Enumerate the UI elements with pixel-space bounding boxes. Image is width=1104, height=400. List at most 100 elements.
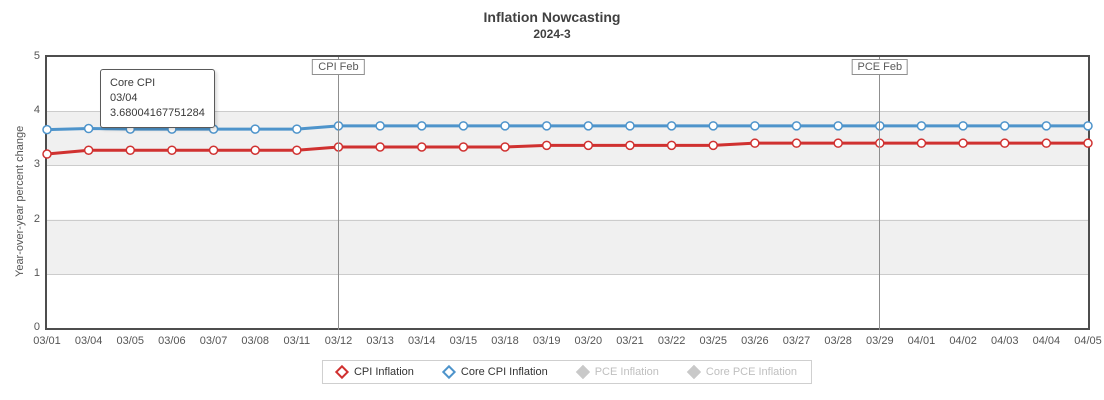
data-point-marker[interactable] [708, 121, 718, 131]
core-cpi-inflation-line[interactable] [46, 124, 1088, 132]
x-tick-label: 03/12 [324, 335, 353, 347]
grid-line [47, 111, 1088, 113]
event-line-pce-feb [879, 57, 881, 330]
data-point-marker[interactable] [750, 121, 760, 131]
y-tick-label: 5 [33, 50, 40, 62]
tooltip: Core CPI 03/04 3.68004167751284 [100, 69, 215, 128]
x-tick-label: 04/03 [990, 335, 1019, 347]
x-tick-label: 03/13 [366, 335, 394, 347]
y-tick-label: 3 [33, 158, 40, 171]
chart-subtitle: 2024-3 [533, 27, 571, 41]
grid-line [47, 273, 1088, 275]
x-tick-label: 03/22 [657, 335, 686, 347]
legend-item-label: CPI Inflation [353, 366, 414, 378]
data-point-marker[interactable] [666, 121, 677, 131]
data-point-marker[interactable] [83, 145, 94, 155]
data-point-marker[interactable] [417, 121, 427, 131]
x-tick-label: 04/04 [1032, 335, 1061, 347]
legend: CPI Inflation Core CPI Inflation PCE Infla… [321, 360, 813, 384]
x-tick-label: 03/29 [866, 335, 894, 347]
data-point-marker[interactable] [583, 121, 594, 131]
x-tick-label: 03/21 [616, 335, 644, 347]
cpi-inflation-line[interactable] [46, 141, 1088, 156]
grid-line [47, 219, 1088, 221]
data-point-marker[interactable] [1083, 138, 1093, 148]
data-point-marker[interactable] [125, 145, 136, 155]
data-point-marker[interactable] [750, 138, 760, 148]
data-point-marker[interactable] [666, 140, 677, 151]
data-point-marker[interactable] [708, 140, 718, 151]
legend-item-pce-inflation[interactable]: PCE Inflation [575, 364, 659, 380]
x-tick-label: 03/19 [532, 335, 561, 347]
diamond-marker-icon [575, 364, 590, 380]
data-point-marker[interactable] [833, 138, 843, 148]
data-point-marker[interactable] [250, 124, 260, 134]
data-point-marker[interactable] [500, 121, 510, 131]
data-point-marker[interactable] [250, 145, 260, 155]
x-tick-label: 03/08 [241, 335, 269, 347]
data-point-marker[interactable] [417, 142, 427, 152]
x-tick-label: 03/04 [74, 335, 103, 347]
x-tick-label: 03/18 [491, 335, 519, 347]
data-point-marker[interactable] [167, 145, 177, 155]
data-point-marker[interactable] [958, 121, 968, 131]
data-point-marker[interactable] [292, 145, 302, 155]
data-point-marker[interactable] [375, 121, 385, 131]
data-point-marker[interactable] [625, 140, 635, 151]
data-point-marker[interactable] [1083, 121, 1093, 131]
data-point-marker[interactable] [458, 121, 469, 131]
data-point-marker[interactable] [292, 124, 302, 134]
x-tick-label: 03/01 [33, 335, 61, 347]
data-point-marker[interactable] [42, 149, 52, 159]
x-tick-label: 03/05 [116, 335, 145, 347]
data-point-marker[interactable] [999, 121, 1010, 131]
event-label-pce-feb: PCE Feb [851, 59, 909, 75]
data-point-marker[interactable] [833, 121, 843, 131]
x-tick-label: 04/01 [907, 335, 936, 347]
data-point-marker[interactable] [500, 142, 510, 152]
data-point-marker[interactable] [83, 123, 94, 134]
y-tick-label: 0 [33, 321, 40, 333]
data-point-marker[interactable] [208, 145, 219, 155]
data-point-marker[interactable] [791, 121, 802, 131]
x-tick-label: 03/14 [407, 335, 436, 347]
plot-area[interactable] [42, 55, 1093, 330]
x-tick-label: 03/07 [199, 335, 228, 347]
x-tick-label: 03/11 [283, 335, 311, 347]
data-point-marker[interactable] [541, 140, 552, 151]
data-point-marker[interactable] [583, 140, 594, 151]
diamond-marker-icon [686, 364, 701, 380]
data-point-marker[interactable] [791, 138, 802, 148]
x-tick-label: 03/27 [782, 335, 811, 347]
chart-title: Inflation Nowcasting [483, 9, 621, 25]
data-point-marker[interactable] [916, 121, 927, 131]
x-tick-label: 03/28 [824, 335, 852, 347]
x-tick-label: 03/25 [699, 335, 727, 347]
legend-item-label: Core PCE Inflation [705, 366, 798, 378]
data-point-marker[interactable] [916, 138, 927, 148]
legend-item-label: PCE Inflation [594, 366, 659, 378]
y-tick-label: 4 [33, 104, 40, 117]
event-label-cpi-feb: CPI Feb [312, 59, 365, 75]
data-point-marker[interactable] [458, 142, 469, 152]
data-point-marker[interactable] [375, 142, 385, 152]
legend-item-cpi-inflation[interactable]: CPI Inflation [334, 364, 414, 380]
event-line-cpi-feb [337, 57, 339, 330]
data-point-marker[interactable] [999, 138, 1010, 148]
data-point-marker[interactable] [625, 121, 635, 131]
grid-line [47, 165, 1088, 167]
data-point-marker[interactable] [1041, 121, 1052, 131]
y-tick-label: 2 [33, 212, 40, 225]
x-tick-label: 03/15 [449, 335, 478, 347]
data-point-marker[interactable] [958, 138, 968, 148]
legend-item-label: Core CPI Inflation [460, 366, 548, 378]
data-point-marker[interactable] [541, 121, 552, 131]
y-tick-label: 1 [33, 266, 40, 279]
tooltip-series: Core CPI [110, 77, 156, 89]
data-point-marker[interactable] [42, 124, 52, 135]
legend-item-core-cpi-inflation[interactable]: Core CPI Inflation [441, 364, 548, 380]
legend-item-core-pce-inflation[interactable]: Core PCE Inflation [686, 364, 798, 380]
data-point-marker[interactable] [1041, 138, 1052, 148]
tooltip-date: 03/04 [110, 92, 138, 104]
